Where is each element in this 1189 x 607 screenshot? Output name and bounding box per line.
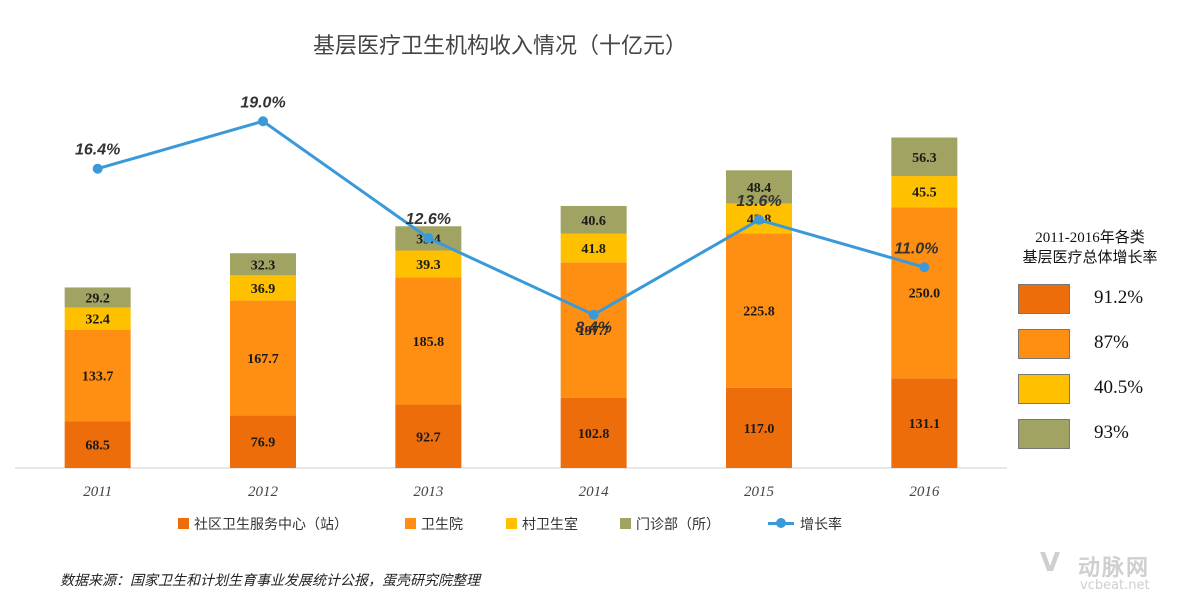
bar-hospital-2011	[64, 329, 131, 422]
legend-dot-icon	[776, 518, 786, 528]
bar-clinic-2016	[891, 137, 958, 177]
growth-rate-point	[423, 233, 434, 244]
bar-value-label: 68.5	[85, 439, 110, 454]
bar-community-2012	[230, 415, 296, 468]
side-panel-title: 2011-2016年各类 基层医疗总体增长率	[995, 228, 1185, 268]
bar-clinic-2011	[64, 287, 131, 308]
growth-rate-point	[92, 163, 103, 174]
bar-village-2013	[395, 250, 462, 278]
bar-value-label: 29.2	[85, 291, 110, 306]
side-panel-item-community: 91.2%	[1018, 284, 1178, 316]
bar-clinic-2014	[560, 205, 627, 234]
source-note: 数据来源：国家卫生和计划生育事业发展统计公报，蛋壳研究院整理	[60, 573, 480, 589]
bar-value-label: 197.7	[578, 324, 610, 339]
bar-value-label: 39.3	[416, 258, 441, 273]
logo-url: vcbeat.net	[1080, 578, 1150, 593]
side-panel-value: 91.2%	[1094, 287, 1144, 308]
bar-community-2015	[726, 387, 792, 468]
bar-value-label: 133.7	[82, 369, 114, 384]
bar-community-2011	[64, 421, 131, 468]
x-tick-label: 2015	[744, 484, 775, 500]
legend-label: 卫生院	[421, 517, 463, 533]
growth-rate-line	[97, 119, 925, 317]
side-panel-swatch	[1018, 284, 1070, 314]
growth-rate-point	[754, 214, 764, 225]
side-panel-title-line2: 基层医疗总体增长率	[1022, 250, 1158, 266]
bar-hospital-2014	[560, 262, 627, 398]
logo-mark-icon: V	[1040, 548, 1061, 578]
x-tick-label: 2013	[413, 484, 443, 500]
growth-rate-label: 13.6%	[736, 193, 781, 210]
side-panel-item-clinic: 93%	[1018, 419, 1178, 451]
bar-village-2011	[64, 307, 131, 330]
legend-swatch	[178, 518, 189, 529]
side-panel-swatch	[1018, 329, 1070, 359]
side-panel-item-hospital: 87%	[1018, 329, 1178, 361]
x-tick-label: 2016	[909, 484, 940, 500]
bar-community-2014	[560, 397, 627, 468]
growth-rate-label: 12.6%	[406, 211, 451, 228]
bar-hospital-2012	[230, 300, 296, 416]
legend-swatch	[506, 518, 517, 529]
bar-value-label: 102.8	[578, 427, 610, 442]
bar-value-label: 92.7	[416, 430, 441, 445]
side-panel-item-village: 40.5%	[1018, 374, 1178, 406]
growth-rate-label: 8.4%	[575, 320, 611, 337]
bar-value-label: 48.4	[747, 181, 772, 196]
bar-community-2016	[891, 378, 958, 468]
vcbeat-logo: V 动脉网 vcbeat.net	[1040, 548, 1180, 598]
legend-swatch	[405, 518, 416, 529]
bar-community-2013	[395, 404, 462, 468]
bar-value-label: 76.9	[251, 436, 276, 451]
x-tick-label: 2011	[83, 484, 112, 500]
bar-value-label: 40.6	[581, 214, 606, 229]
side-panel-swatch	[1018, 419, 1070, 449]
bar-hospital-2015	[726, 233, 792, 388]
x-tick-label: 2012	[248, 484, 279, 500]
bar-value-label: 167.7	[247, 352, 279, 367]
bar-value-label: 36.9	[251, 282, 276, 297]
legend-label: 村卫生室	[522, 517, 578, 533]
bar-village-2016	[891, 176, 958, 208]
legend-label: 社区卫生服务中心（站）	[194, 517, 348, 533]
chart-title: 基层医疗卫生机构收入情况（十亿元）	[312, 34, 687, 59]
legend-label: 增长率	[800, 517, 842, 533]
side-panel-swatch	[1018, 374, 1070, 404]
bar-hospital-2016	[891, 207, 958, 379]
growth-rate-point	[588, 309, 599, 320]
side-panel-value: 93%	[1094, 422, 1129, 443]
side-panel-title-line1: 2011-2016年各类	[1035, 230, 1145, 246]
bar-value-label: 185.8	[413, 335, 445, 350]
growth-rate-point	[258, 116, 268, 127]
bar-value-label: 56.3	[912, 151, 937, 166]
bar-value-label: 225.8	[743, 305, 775, 320]
side-panel-value: 87%	[1094, 332, 1129, 353]
bar-hospital-2013	[395, 277, 462, 405]
bar-value-label: 41.8	[581, 242, 606, 257]
bar-village-2012	[230, 275, 296, 301]
bar-value-label: 32.4	[85, 313, 110, 328]
bar-value-label: 250.0	[909, 287, 941, 302]
bar-clinic-2015	[726, 170, 792, 204]
bar-clinic-2012	[230, 253, 296, 276]
bar-value-label: 45.5	[912, 186, 937, 201]
logo-name: 动脉网	[1078, 556, 1151, 581]
growth-rate-label: 19.0%	[240, 94, 285, 111]
bar-value-label: 131.1	[909, 417, 941, 432]
bar-value-label: 32.3	[251, 258, 276, 273]
bar-value-label: 117.0	[744, 422, 775, 437]
growth-rate-label: 11.0%	[894, 240, 938, 257]
growth-rate-label: 16.4%	[75, 142, 120, 159]
side-panel-value: 40.5%	[1094, 377, 1144, 398]
legend-swatch	[620, 518, 631, 529]
bar-village-2014	[560, 233, 627, 263]
legend-label: 门诊部（所）	[636, 517, 720, 533]
growth-rate-point	[919, 262, 930, 273]
x-tick-label: 2014	[579, 484, 610, 500]
